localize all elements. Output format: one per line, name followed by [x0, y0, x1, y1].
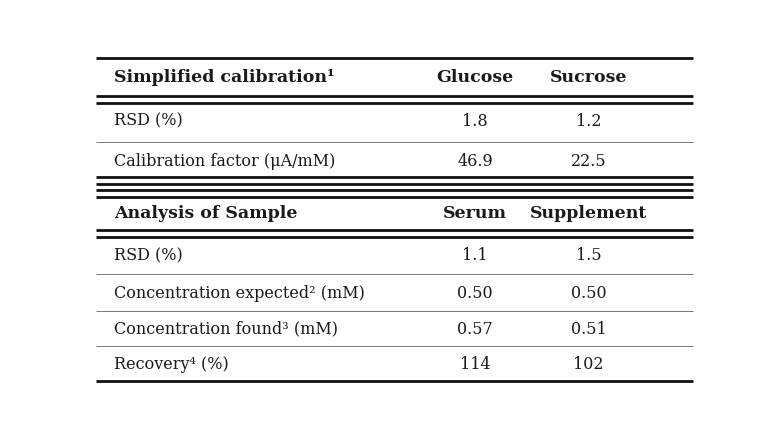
Text: Recovery⁴ (%): Recovery⁴ (%) [114, 356, 229, 373]
Text: Concentration found³ (mM): Concentration found³ (mM) [114, 321, 338, 337]
Text: Simplified calibration¹: Simplified calibration¹ [114, 69, 335, 86]
Text: RSD (%): RSD (%) [114, 248, 183, 264]
Text: RSD (%): RSD (%) [114, 113, 183, 130]
Text: Analysis of Sample: Analysis of Sample [114, 205, 298, 222]
Text: Calibration factor (μA/mM): Calibration factor (μA/mM) [114, 153, 336, 171]
Text: 0.57: 0.57 [457, 321, 493, 337]
Text: Concentration expected² (mM): Concentration expected² (mM) [114, 285, 365, 302]
Text: Sucrose: Sucrose [550, 69, 628, 86]
Text: 0.50: 0.50 [571, 285, 607, 302]
Text: Glucose: Glucose [437, 69, 514, 86]
Text: 102: 102 [574, 356, 604, 373]
Text: 0.50: 0.50 [457, 285, 493, 302]
Text: 1.8: 1.8 [462, 113, 488, 130]
Text: 1.1: 1.1 [462, 248, 488, 264]
Text: Serum: Serum [444, 205, 507, 222]
Text: 46.9: 46.9 [457, 153, 493, 171]
Text: 114: 114 [460, 356, 490, 373]
Text: Supplement: Supplement [530, 205, 648, 222]
Text: 1.5: 1.5 [576, 248, 601, 264]
Text: 0.51: 0.51 [571, 321, 607, 337]
Text: 22.5: 22.5 [571, 153, 607, 171]
Text: 1.2: 1.2 [576, 113, 601, 130]
